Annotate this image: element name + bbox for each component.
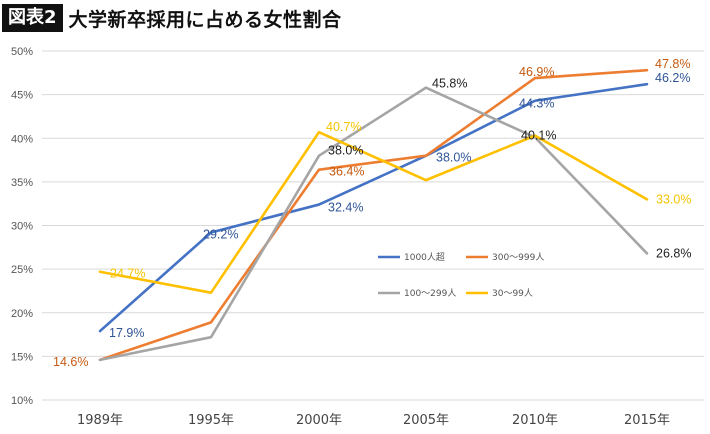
- legend-item: 30〜99人: [466, 288, 533, 299]
- y-tick-label: 25%: [11, 264, 33, 276]
- y-tick-label: 15%: [11, 351, 33, 363]
- x-tick-label: 2010年: [512, 413, 558, 428]
- chart-title: 大学新卒採用に占める女性割合: [68, 8, 342, 31]
- y-tick-label: 10%: [11, 395, 33, 407]
- series-line-1: [98, 68, 649, 362]
- chart-header: 図表2 大学新卒採用に占める女性割合: [0, 0, 342, 36]
- data-label: 45.8%: [432, 77, 467, 91]
- data-label: 24.7%: [110, 267, 145, 281]
- y-tick-label: 45%: [11, 90, 33, 102]
- legend-label: 100〜299人: [404, 288, 456, 299]
- data-label: 38.0%: [436, 151, 471, 165]
- data-label: 36.4%: [329, 165, 364, 179]
- x-tick-label: 2015年: [624, 413, 670, 428]
- data-label: 14.6%: [53, 355, 88, 369]
- series-line-0: [98, 82, 649, 333]
- legend-label: 300〜999人: [492, 252, 544, 263]
- data-label: 17.9%: [109, 326, 144, 340]
- x-tick-label: 1995年: [188, 413, 234, 428]
- legend-label: 1000人超: [404, 251, 445, 263]
- data-label: 26.8%: [656, 246, 691, 260]
- data-label: 40.1%: [521, 128, 556, 142]
- data-label: 44.3%: [519, 97, 554, 111]
- y-tick-label: 30%: [11, 221, 33, 233]
- data-label: 32.4%: [328, 201, 363, 215]
- x-tick-label: 2000年: [296, 413, 342, 428]
- legend-item: 100〜299人: [378, 288, 456, 299]
- data-label: 38.0%: [328, 144, 363, 158]
- series-line-2: [98, 86, 649, 362]
- x-tick-label: 1989年: [77, 413, 123, 428]
- data-label: 33.0%: [656, 192, 691, 206]
- legend-label: 30〜99人: [492, 288, 533, 299]
- data-label: 46.2%: [655, 71, 690, 85]
- y-tick-label: 20%: [11, 308, 33, 320]
- data-label: 40.7%: [326, 120, 361, 134]
- y-tick-label: 35%: [11, 177, 33, 189]
- data-label: 46.9%: [519, 65, 554, 79]
- legend-item: 1000人超: [378, 251, 445, 263]
- y-tick-label: 50%: [11, 46, 33, 58]
- data-label: 47.8%: [655, 57, 690, 71]
- data-label: 29.2%: [203, 227, 238, 241]
- series-line-3: [98, 130, 649, 294]
- y-tick-label: 40%: [11, 133, 33, 145]
- legend-item: 300〜999人: [466, 252, 544, 263]
- figure-badge: 図表2: [2, 4, 63, 32]
- x-tick-label: 2005年: [403, 413, 449, 428]
